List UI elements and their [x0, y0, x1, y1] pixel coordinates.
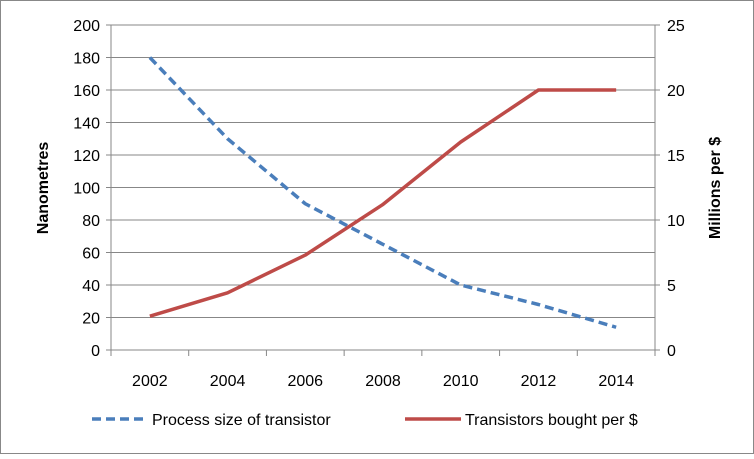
- y-left-tick-label: 80: [82, 213, 100, 230]
- y-left-tick-label: 120: [73, 148, 100, 165]
- y-axis-right-label: Millions per $: [707, 137, 724, 239]
- x-tick-label: 2014: [598, 373, 634, 390]
- y-right-tick-label: 0: [667, 343, 676, 360]
- y-left-tick-label: 100: [73, 181, 100, 198]
- x-tick-label: 2006: [287, 373, 323, 390]
- y-left-tick-label: 140: [73, 116, 100, 133]
- x-tick-label: 2012: [521, 373, 557, 390]
- y-left-tick-label: 20: [82, 311, 100, 328]
- y-left-tick-label: 200: [73, 18, 100, 35]
- y-right-tick-label: 10: [667, 213, 685, 230]
- y-right-tick-label: 15: [667, 148, 685, 165]
- y-right-tick-label: 5: [667, 278, 676, 295]
- legend-label-1: Process size of transistor: [152, 412, 331, 429]
- x-tick-label: 2008: [365, 373, 401, 390]
- x-tick-label: 2010: [443, 373, 479, 390]
- y-right-tick-label: 25: [667, 18, 685, 35]
- y-left-tick-label: 180: [73, 51, 100, 68]
- y-axis-left-label: Nanometres: [35, 142, 52, 235]
- x-tick-label: 2002: [132, 373, 168, 390]
- x-tick-label: 2004: [210, 373, 246, 390]
- legend-label-2: Transistors bought per $: [465, 412, 638, 429]
- y-right-tick-label: 20: [667, 83, 685, 100]
- y-left-tick-label: 40: [82, 278, 100, 295]
- y-left-tick-label: 0: [91, 343, 100, 360]
- y-left-tick-label: 60: [82, 246, 100, 263]
- y-left-tick-label: 160: [73, 83, 100, 100]
